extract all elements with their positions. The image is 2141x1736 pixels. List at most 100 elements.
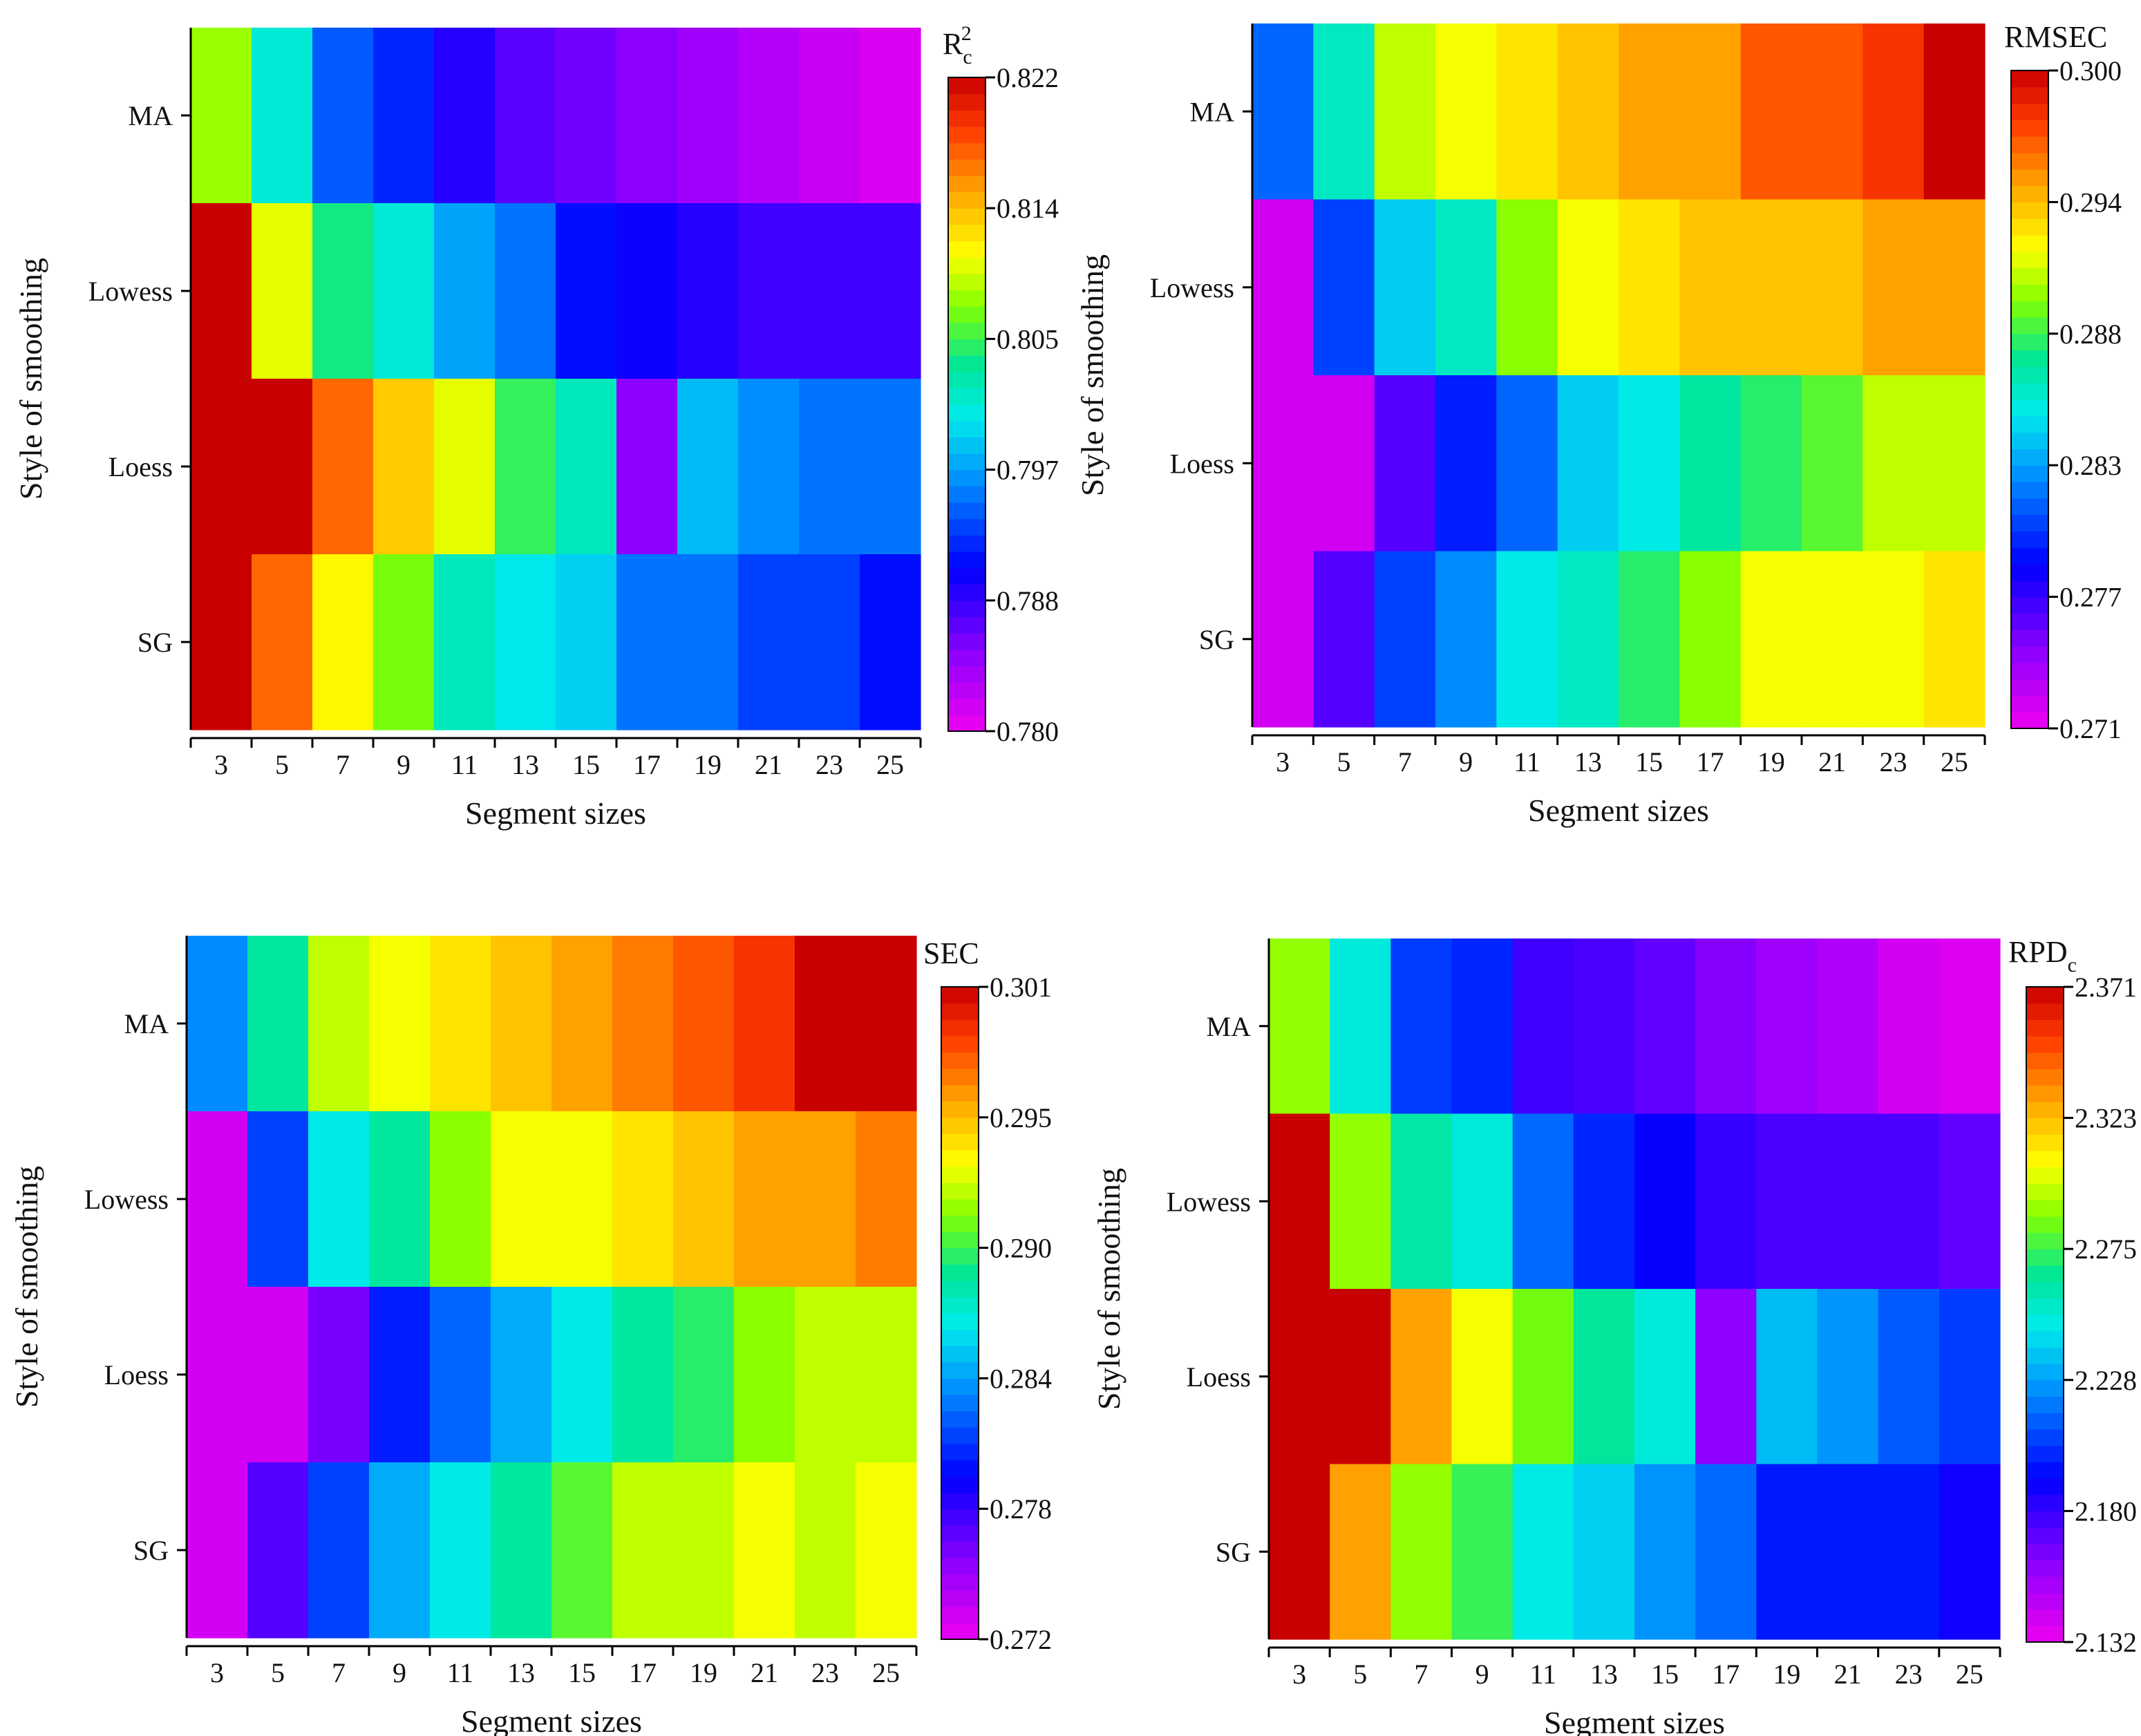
y-tick-label: Lowess [88, 276, 173, 307]
colorbar-segment [2011, 514, 2048, 531]
heatmap-cell [1573, 1113, 1635, 1290]
colorbar-segment [2026, 1167, 2064, 1184]
colorbar: 0.301 0.295 0.290 0.284 0.278 0.272 [941, 972, 1052, 1655]
y-axis-label: Style of smoothing [1091, 1168, 1126, 1410]
heatmap-cell [1252, 375, 1314, 552]
heatmap-cell [1512, 1289, 1574, 1465]
x-tick-label: 5 [275, 749, 289, 780]
x-tick-label: 11 [447, 1657, 474, 1688]
colorbar-segment [948, 486, 985, 503]
colorbar-segment [2026, 1003, 2064, 1020]
heatmap-cell [1512, 1113, 1574, 1290]
colorbar-segment [948, 404, 985, 422]
colorbar-segment [2011, 70, 2048, 88]
colorbar-segment [2011, 399, 2048, 417]
colorbar-segment [948, 339, 985, 356]
x-tick-label: 17 [633, 749, 661, 780]
heatmap-cell [860, 203, 921, 379]
colorbar-segment [2026, 1576, 2064, 1594]
y-axis: MA Lowess Loess SG [88, 28, 192, 730]
colorbar-segment [2011, 185, 2048, 202]
colorbar-segment [2011, 333, 2048, 351]
colorbar-segment [2026, 1609, 2064, 1626]
x-tick-label: 23 [1895, 1659, 1923, 1690]
colorbar-segment [948, 698, 985, 715]
y-axis: MA Lowess Loess SG [84, 936, 188, 1638]
colorbar-segment [948, 715, 985, 732]
heatmap-cell [1923, 551, 1986, 728]
heatmap-cell [1252, 551, 1314, 728]
heatmap-cell [373, 203, 435, 379]
heatmap-cell [1619, 23, 1680, 200]
heatmap-cell [1390, 938, 1453, 1115]
colorbar-segment [2026, 1364, 2064, 1381]
colorbar-segment [2011, 383, 2048, 400]
colorbar-segment [941, 1541, 979, 1558]
x-tick-label: 9 [1459, 746, 1473, 777]
heatmap-cell [1939, 1464, 2001, 1640]
heatmap-cell [1923, 375, 1986, 552]
heatmap-cell [434, 203, 496, 379]
x-tick-label: 21 [1818, 746, 1846, 777]
heatmap-cell [1679, 199, 1742, 376]
heatmap-panel-rpdc: MA Lowess Loess SG 3 5 7 9 11 13 15 17 19 21 23 25 Seg… [1091, 935, 2137, 1736]
heatmap-cell [1679, 23, 1742, 200]
colorbar-segment [948, 616, 985, 634]
heatmap-cell [1512, 938, 1574, 1115]
colorbar-segment [2026, 1314, 2064, 1332]
heatmap-cell [1756, 1464, 1818, 1640]
heatmap-cell [312, 28, 374, 204]
heatmap-cell [551, 1287, 613, 1463]
x-axis-label: Segment sizes [1528, 793, 1709, 828]
heatmap-cell [191, 554, 252, 730]
y-axis: MA Lowess Loess SG [1150, 23, 1254, 727]
colorbar-segment [941, 1346, 979, 1363]
colorbar-segment [2026, 1413, 2064, 1430]
x-axis-label: Segment sizes [465, 795, 646, 831]
colorbar-segment [2026, 987, 2064, 1004]
x-tick-label: 21 [1834, 1659, 1862, 1690]
heatmap-cell [1451, 1464, 1513, 1640]
x-tick-label: 9 [393, 1657, 406, 1688]
colorbar-segment [2026, 1625, 2064, 1643]
colorbar-segment [941, 1215, 979, 1232]
colorbar-segment [2011, 218, 2048, 236]
x-tick-label: 3 [210, 1657, 224, 1688]
heatmap-cell [1878, 1464, 1940, 1640]
heatmap-cell [673, 1287, 735, 1463]
heatmap-cell [1435, 23, 1497, 200]
colorbar-segment [2011, 415, 2048, 433]
colorbar-segment [941, 1035, 979, 1053]
colorbar-segment [2026, 1085, 2064, 1102]
x-tick-label: 5 [271, 1657, 285, 1688]
heatmap-cell [1817, 1289, 1879, 1465]
heatmap-cell [738, 28, 800, 204]
x-tick-label: 23 [1880, 746, 1907, 777]
colorbar-segment [948, 567, 985, 585]
heatmap-cell [1862, 23, 1925, 200]
colorbar-segment [948, 142, 985, 160]
colorbar-title-main: R [943, 27, 963, 61]
heatmap-cell [1512, 1464, 1574, 1640]
colorbar-tick-label: 0.278 [990, 1493, 1052, 1525]
heatmap-cell [734, 1287, 795, 1463]
heatmap-cell [1390, 1464, 1453, 1640]
heatmap-cell [430, 1462, 491, 1639]
heatmap-cell [1817, 1113, 1879, 1290]
heatmap-cell [799, 203, 860, 379]
colorbar: 0.822 0.814 0.805 0.797 0.788 0.780 [947, 62, 1059, 747]
x-tick-label: 11 [1529, 1659, 1556, 1690]
heatmap-cell [734, 936, 795, 1112]
colorbar-segment [948, 93, 985, 111]
colorbar-segment [2011, 646, 2048, 663]
colorbar-segment [2026, 1068, 2064, 1086]
colorbar-segment [941, 1509, 979, 1526]
colorbar-segment [2011, 366, 2048, 384]
colorbar-segment [941, 1117, 979, 1134]
colorbar-segment [948, 633, 985, 650]
colorbar-segment [2011, 120, 2048, 137]
heatmap-cell [673, 936, 735, 1112]
y-tick-label: SG [133, 1535, 169, 1566]
colorbar-segment [941, 1361, 979, 1379]
heatmap-cell [734, 1111, 795, 1287]
